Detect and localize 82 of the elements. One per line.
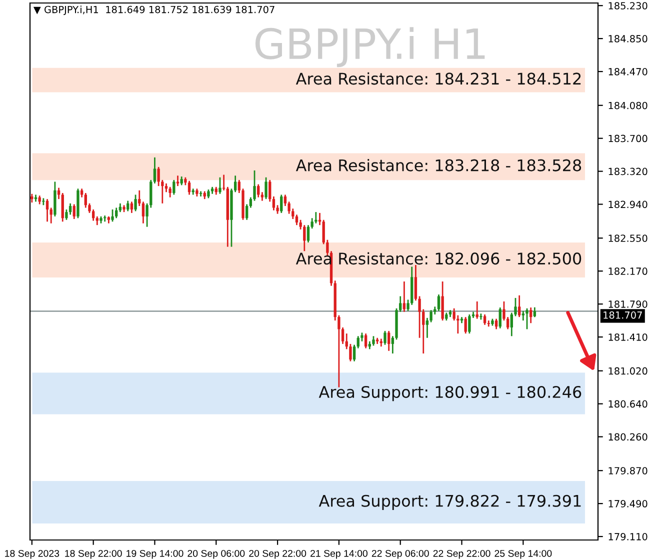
- x-tick-label: 20 Sep 22:00: [249, 550, 306, 559]
- candlestick: [138, 190, 141, 207]
- candlestick: [518, 294, 521, 318]
- candlestick: [92, 208, 95, 222]
- candlestick: [292, 208, 294, 220]
- candlestick: [168, 186, 172, 198]
- candlestick: [111, 208, 114, 222]
- candlestick: [176, 174, 180, 187]
- candlestick: [61, 192, 64, 222]
- candlestick: [142, 200, 145, 224]
- y-tick-label: 181.020: [608, 367, 648, 375]
- candlestick: [264, 176, 268, 200]
- x-tick-label: 22 Sep 06:00: [372, 550, 429, 559]
- y-tick-label: 179.110: [608, 533, 648, 540]
- candlestick: [441, 280, 444, 322]
- candlestick: [268, 179, 272, 202]
- candlestick: [437, 294, 440, 312]
- candlestick: [46, 198, 49, 222]
- ref-line-label: 181.707: [604, 311, 642, 319]
- candlestick: [130, 200, 134, 214]
- y-tick-label: 183.700: [608, 134, 648, 142]
- band-label: Area Support: 180.991 - 180.246: [318, 386, 582, 402]
- candlestick: [364, 332, 368, 349]
- candlestick: [126, 200, 130, 212]
- candlestick: [153, 156, 156, 184]
- x-tick-label: 20 Sep 06:00: [188, 550, 245, 559]
- y-tick-label: 181.790: [608, 300, 648, 308]
- candlestick: [245, 204, 248, 221]
- y-tick-label: 181.410: [608, 333, 648, 341]
- y-tick-label: 182.940: [608, 200, 648, 208]
- candlestick: [356, 335, 360, 349]
- y-tick-label: 184.080: [608, 102, 648, 110]
- candlestick: [218, 176, 222, 195]
- band-label: Area Support: 179.822 - 179.391: [318, 494, 581, 510]
- candlestick: [306, 224, 310, 244]
- candlestick: [295, 214, 298, 226]
- candlestick: [280, 194, 283, 214]
- candlestick: [483, 314, 486, 326]
- y-tick-label: 182.170: [608, 268, 648, 275]
- candlestick: [188, 180, 191, 196]
- y-tick-label: 184.850: [608, 35, 648, 42]
- x-tick-label: 18 Sep 2023: [5, 550, 60, 559]
- candlestick: [284, 194, 287, 207]
- y-tick-label: 183.320: [608, 168, 648, 176]
- candlestick: [303, 224, 306, 252]
- candlestick: [384, 330, 386, 346]
- candlestick: [464, 316, 467, 334]
- y-tick-label: 185.230: [608, 2, 648, 10]
- candlestick: [172, 179, 176, 196]
- y-tick-label: 179.490: [608, 500, 648, 508]
- y-tick-label: 180.260: [608, 433, 648, 441]
- candlestick: [468, 314, 471, 334]
- candlestick: [115, 207, 118, 219]
- candlestick: [372, 335, 375, 346]
- candlestick: [134, 194, 137, 212]
- candlestick: [533, 306, 536, 318]
- band-label: Area Resistance: 183.218 - 183.528: [296, 158, 582, 172]
- y-tick-label: 184.470: [608, 68, 648, 76]
- band-label: Area Resistance: 184.231 - 184.512: [296, 72, 581, 85]
- x-tick-label: 22 Sep 22:00: [433, 550, 490, 559]
- candlestick: [387, 330, 390, 352]
- x-tick-label: 21 Sep 14:00: [310, 550, 368, 559]
- candlestick: [314, 211, 318, 224]
- candlestick: [498, 306, 502, 330]
- candlestick: [529, 306, 532, 324]
- y-tick-label: 182.550: [608, 234, 648, 242]
- annotation: ▼ GBPJPY.i,H1 181.649 181.752 181.639 181.707: [33, 6, 274, 16]
- x-tick-label: 18 Sep 22:00: [65, 550, 122, 559]
- candlestick: [522, 310, 525, 322]
- candlestick: [72, 204, 76, 220]
- y-tick-label: 179.870: [608, 467, 648, 474]
- x-tick-label: 19 Sep 14:00: [126, 550, 184, 559]
- x-tick-label: 25 Sep 14:00: [494, 550, 552, 559]
- candlestick: [68, 202, 72, 216]
- candlestick: [257, 184, 260, 198]
- candlestick: [526, 308, 528, 330]
- candlestick: [272, 196, 276, 212]
- candlestick: [84, 192, 87, 208]
- candlestick: [352, 344, 356, 362]
- candlestick: [402, 280, 406, 313]
- candlestick: [494, 318, 498, 330]
- y-tick-label: 180.640: [608, 400, 648, 408]
